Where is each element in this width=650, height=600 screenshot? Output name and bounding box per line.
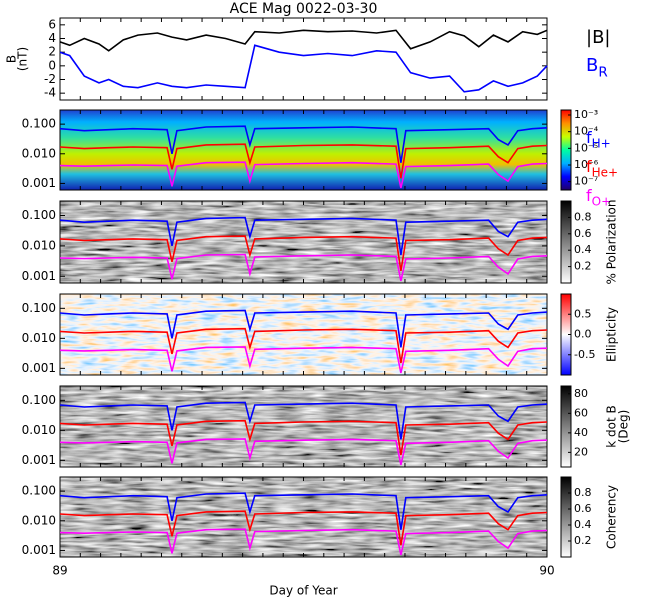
colorbar bbox=[560, 109, 572, 191]
series-line bbox=[60, 125, 547, 163]
series-line bbox=[59, 44, 548, 93]
y-tick-label: 0.010 bbox=[22, 331, 56, 345]
legend-subscript: H+ bbox=[592, 136, 611, 150]
y-tick-label: 0.010 bbox=[22, 238, 56, 252]
legend-entry: fO+ bbox=[586, 186, 611, 209]
colorbar-tick-label: 0.5 bbox=[574, 307, 592, 320]
y-tick-label: 0.001 bbox=[22, 269, 56, 283]
legend-name: f bbox=[586, 157, 592, 176]
colorbar-tick-label: 60 bbox=[574, 406, 588, 419]
legend-entry: |B| bbox=[586, 27, 610, 48]
colorbar bbox=[560, 200, 572, 284]
legend-entry: fHe+ bbox=[586, 157, 618, 180]
series-line bbox=[60, 143, 547, 179]
series-line bbox=[60, 253, 547, 282]
colorbar-tick-label: 10⁻³ bbox=[574, 108, 598, 121]
spectrogram-image bbox=[60, 201, 547, 283]
colorbar-tick-label: 10⁻⁷ bbox=[574, 175, 598, 188]
legend-entry: fH+ bbox=[586, 128, 611, 151]
y-tick-label: 0.010 bbox=[22, 146, 56, 160]
colorbar-tick-label: 10⁻⁵ bbox=[574, 141, 598, 154]
legend-entry: BR bbox=[586, 55, 608, 80]
colorbar-tick-label: 0.2 bbox=[574, 534, 592, 547]
series-line bbox=[60, 327, 547, 364]
y-tick-label: 0.010 bbox=[22, 513, 56, 527]
colorbar-tick-label: 0.0 bbox=[574, 328, 592, 341]
colorbar bbox=[560, 476, 572, 558]
y-tick-label: 0.001 bbox=[22, 361, 56, 375]
y-tick-label: 2 bbox=[48, 45, 56, 59]
series-line bbox=[60, 438, 547, 466]
colorbar-tick-label: 0.4 bbox=[574, 518, 592, 531]
colorbar-tick-label: 0.8 bbox=[574, 486, 592, 499]
legend-name: f bbox=[586, 128, 592, 147]
spectrogram-image bbox=[60, 477, 547, 557]
y-tick-label: 0.010 bbox=[22, 423, 56, 437]
y-tick-label: 0.100 bbox=[22, 208, 56, 222]
series-line bbox=[60, 235, 547, 272]
colorbar-tick-label: 20 bbox=[574, 445, 588, 458]
legend-subscript: R bbox=[598, 64, 607, 80]
colorbar-tick-label: 0.2 bbox=[574, 260, 592, 273]
colorbar bbox=[560, 385, 572, 468]
series-line bbox=[60, 346, 547, 374]
series-line bbox=[60, 419, 547, 456]
colorbar-tick-label: 0.8 bbox=[574, 210, 592, 223]
colorbar-tick-label: 40 bbox=[574, 426, 588, 439]
y-tick-label: 0 bbox=[48, 58, 56, 72]
series-line bbox=[60, 309, 547, 348]
x-axis-label: Day of Year bbox=[269, 584, 337, 598]
chart-title: ACE Mag 0022-03-30 bbox=[230, 1, 378, 17]
spectrogram-image bbox=[60, 386, 547, 467]
colorbar-tick-label: -0.5 bbox=[574, 348, 595, 361]
y-tick-label: 4 bbox=[48, 31, 56, 45]
colorbar-label: Ellipticity bbox=[605, 307, 619, 362]
series-line bbox=[60, 401, 547, 440]
x-tick-label: 90 bbox=[539, 564, 554, 578]
colorbar-tick-label: 0.6 bbox=[574, 502, 592, 515]
y-tick-label: -4 bbox=[44, 86, 56, 100]
legend-name: B bbox=[586, 55, 598, 76]
colorbar-label: (Deg) bbox=[617, 410, 631, 444]
y-tick-label: 0.001 bbox=[22, 176, 56, 190]
spectrogram-image bbox=[60, 294, 547, 375]
colorbar-tick-label: 10⁻⁶ bbox=[574, 158, 599, 171]
y-tick-label: 0.100 bbox=[22, 117, 56, 131]
colorbar-tick-label: 10⁻⁴ bbox=[574, 125, 599, 138]
legend-subscript: He+ bbox=[592, 165, 618, 179]
y-tick-label: 6 bbox=[48, 17, 56, 31]
series-line bbox=[60, 510, 547, 546]
series-line bbox=[60, 528, 547, 556]
legend-name: |B| bbox=[586, 27, 610, 48]
colorbar-tick-label: 0.6 bbox=[574, 227, 592, 240]
x-tick-label: 89 bbox=[52, 564, 67, 578]
colorbar-label: % Polarization bbox=[605, 200, 619, 285]
series-line bbox=[59, 29, 548, 52]
y-tick-label: 0.100 bbox=[22, 484, 56, 498]
y-tick-label: 0.100 bbox=[22, 301, 56, 315]
y-axis-label: B bbox=[5, 55, 19, 63]
y-tick-label: 0.100 bbox=[22, 393, 56, 407]
spectrogram-image bbox=[60, 110, 547, 190]
y-tick-label: -2 bbox=[44, 72, 56, 86]
y-tick-label: 0.001 bbox=[22, 453, 56, 467]
series-line bbox=[60, 216, 547, 256]
y-tick-label: 0.001 bbox=[22, 543, 56, 557]
y-axis-label: (nT) bbox=[16, 47, 30, 71]
series-line bbox=[60, 161, 547, 189]
colorbar-tick-label: 80 bbox=[574, 387, 588, 400]
colorbar-tick-label: 0.4 bbox=[574, 243, 592, 256]
legend-subscript: O+ bbox=[592, 194, 612, 208]
legend-name: f bbox=[586, 186, 592, 205]
colorbar-label: k dot B bbox=[605, 405, 619, 447]
colorbar-label: Coherency bbox=[605, 485, 619, 549]
series-line bbox=[60, 492, 547, 530]
